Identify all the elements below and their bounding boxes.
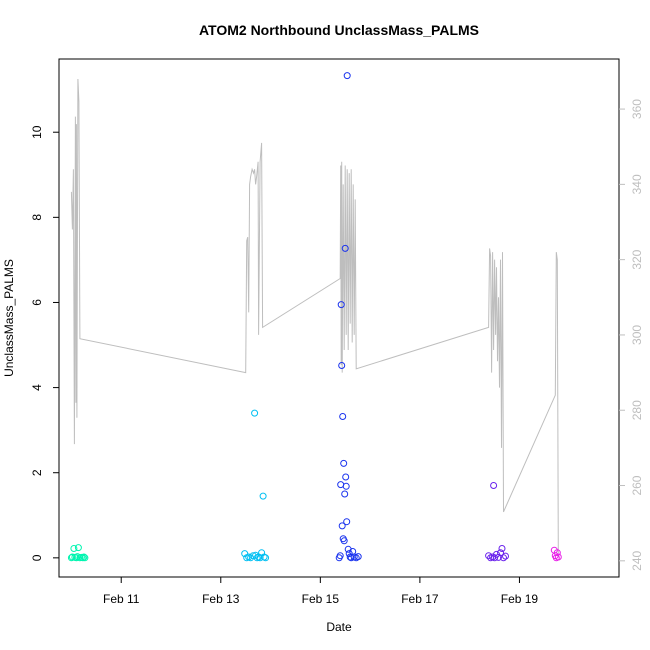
data-point [338,362,346,369]
x-tick-label: Feb 19 [501,592,539,606]
data-point [339,413,347,420]
data-point [502,552,509,560]
data-point [343,72,351,80]
data-point [553,549,561,557]
data-point [340,459,348,467]
data-point [336,552,344,560]
x-axis-label: Date [326,620,352,634]
data-point [262,554,270,562]
data-point [341,244,349,252]
data-point [347,554,355,562]
data-point [500,554,507,562]
x-tick-label: Feb 13 [202,592,240,606]
data-point [79,554,87,562]
data-point [485,552,493,560]
data-point [354,553,362,561]
y2-tick-label: 240 [630,550,644,570]
data-point [554,553,562,561]
y-tick-label: 8 [30,214,44,221]
y-tick-label: 4 [30,384,44,391]
x-axis: Feb 11 Feb 13 Feb 15 Feb 17 Feb 19 [103,577,538,606]
plot-area [67,72,562,562]
y-tick-label: 6 [30,299,44,306]
data-point [342,482,350,490]
data-point [491,554,499,562]
plot-frame [58,58,620,578]
x-tick-label: Feb 11 [103,592,140,606]
y-tick-label: 2 [30,469,44,476]
data-point [241,550,249,558]
y2-tick-label: 360 [630,99,644,119]
data-point [251,409,259,417]
data-point [342,473,350,481]
data-point [490,482,498,489]
y-tick-label: 10 [30,125,44,139]
y2-axis: 240 260 280 300 320 340 360 [619,99,644,571]
y2-tick-label: 280 [630,400,644,420]
data-point [80,553,88,561]
data-point [259,492,267,500]
data-point [497,549,504,557]
data-point [340,537,348,545]
data-point [343,518,351,526]
data-point [338,522,346,530]
secondary-series-line [70,78,559,554]
points-layer [67,72,562,562]
data-point [345,550,353,558]
y2-tick-label: 340 [630,174,644,194]
y-axis-label: UnclassMass_PALMS [2,259,16,377]
x-tick-label: Feb 17 [401,592,439,606]
y-axis: 0 2 4 6 8 10 [30,125,59,561]
data-point [341,490,349,498]
data-point [70,545,78,552]
data-point [68,553,76,561]
data-point [74,544,82,552]
x-tick-label: Feb 15 [302,592,340,606]
data-point [81,554,89,562]
data-point [337,301,345,309]
y2-tick-label: 300 [630,325,644,345]
y-tick-label: 0 [30,554,44,561]
data-point [495,553,502,561]
secondary-line-layer [70,78,559,554]
chart-title: ATOM2 Northbound UnclassMass_PALMS [199,22,479,38]
y2-tick-label: 320 [630,249,644,269]
y2-tick-label: 260 [630,475,644,495]
data-point [498,545,506,552]
